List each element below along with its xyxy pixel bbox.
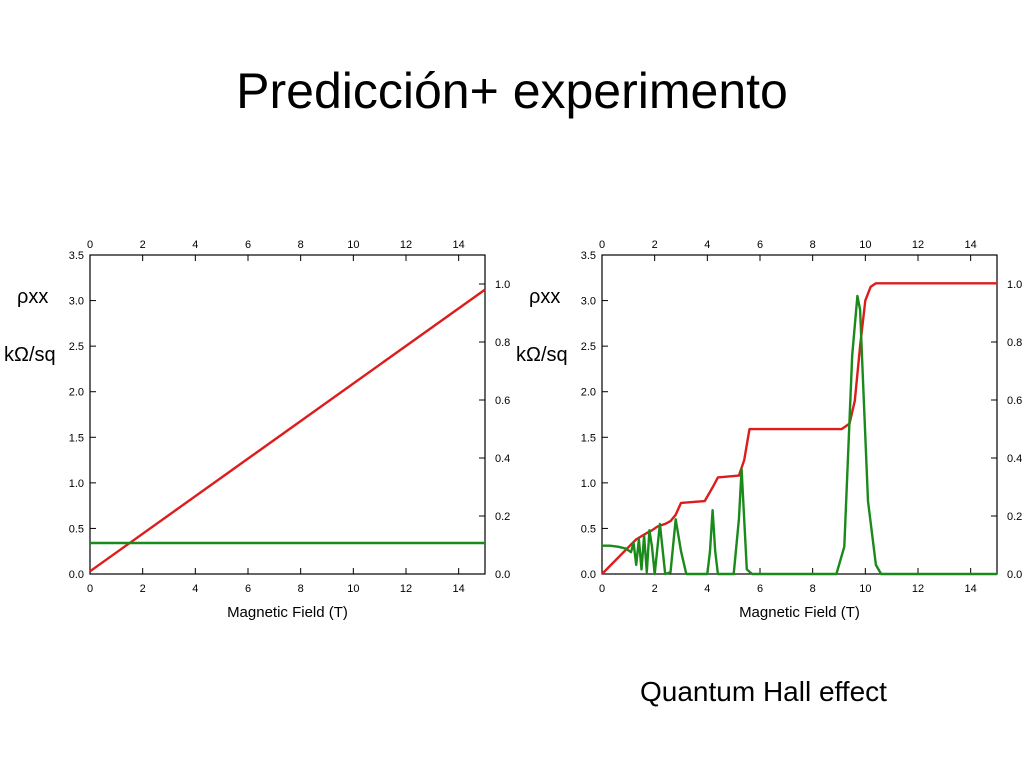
x-axis-label: Magnetic Field (T) <box>227 604 348 621</box>
x-tick-label: 2 <box>140 583 146 595</box>
x-tick-label-top: 12 <box>912 239 924 251</box>
x-tick-label: 14 <box>453 583 465 595</box>
x-tick-label-top: 8 <box>810 239 816 251</box>
x-tick-label: 8 <box>810 583 816 595</box>
y-tick-label: 0.0 <box>69 569 84 581</box>
y2-tick-label: 0.6 <box>1007 395 1022 407</box>
y-tick-label: 0.0 <box>581 569 596 581</box>
y2-tick-label: 0.4 <box>1007 453 1022 465</box>
y-axis-label: ρxx <box>529 286 560 308</box>
x-tick-label: 0 <box>599 583 605 595</box>
y-tick-label: 2.5 <box>581 341 596 353</box>
plot-frame <box>89 254 486 575</box>
x-tick-label-top: 0 <box>599 239 605 251</box>
x-tick-label: 14 <box>965 583 977 595</box>
y2-tick-label: 0.2 <box>495 511 510 523</box>
x-tick-label: 6 <box>757 583 763 595</box>
chart-right: 0 0 2 2 4 4 6 6 8 8 10 10 12 12 14 14 0.0 0.5 1.0 1.5 2.0 2.5… <box>516 239 1022 621</box>
x-tick-label: 10 <box>859 583 871 595</box>
x-tick-label-top: 14 <box>453 239 465 251</box>
x-tick-label-top: 0 <box>87 239 93 251</box>
x-tick-label-top: 10 <box>859 239 871 251</box>
y-tick-label: 1.5 <box>581 432 596 444</box>
x-axis-label: Magnetic Field (T) <box>739 604 860 621</box>
series-line-1 <box>602 294 997 576</box>
y-tick-label: 3.0 <box>581 296 596 308</box>
y2-tick-label: 0.8 <box>495 337 510 349</box>
y2-tick-label: 0.6 <box>495 395 510 407</box>
x-tick-label: 2 <box>652 583 658 595</box>
x-tick-label-top: 14 <box>965 239 977 251</box>
y2-tick-label: 0.8 <box>1007 337 1022 349</box>
caption: Quantum Hall effect <box>640 676 887 707</box>
y2-tick-label: 0.0 <box>1007 569 1022 581</box>
x-tick-label: 12 <box>912 583 924 595</box>
y-axis-label: ρxx <box>17 286 48 308</box>
x-tick-label: 4 <box>704 583 710 595</box>
y2-tick-label: 0.0 <box>495 569 510 581</box>
y-tick-label: 3.0 <box>69 296 84 308</box>
y-tick-label: 2.5 <box>69 341 84 353</box>
y2-tick-label: 0.2 <box>1007 511 1022 523</box>
x-tick-label-top: 12 <box>400 239 412 251</box>
x-tick-label-top: 6 <box>245 239 251 251</box>
x-tick-label-top: 2 <box>652 239 658 251</box>
y-tick-label: 0.5 <box>69 523 84 535</box>
y-tick-label: 2.0 <box>69 387 84 399</box>
x-tick-label: 4 <box>192 583 198 595</box>
y-tick-label: 0.5 <box>581 523 596 535</box>
y-tick-label: 3.5 <box>581 250 596 262</box>
x-tick-label: 10 <box>347 583 359 595</box>
x-tick-label-top: 4 <box>704 239 710 251</box>
y-tick-label: 1.5 <box>69 432 84 444</box>
y-tick-label: 2.0 <box>581 387 596 399</box>
y-axis-unit: kΩ/sq <box>4 344 56 366</box>
x-tick-label: 8 <box>298 583 304 595</box>
y-tick-label: 1.0 <box>581 478 596 490</box>
x-tick-label: 6 <box>245 583 251 595</box>
y-tick-label: 3.5 <box>69 250 84 262</box>
y-tick-label: 1.0 <box>69 478 84 490</box>
x-tick-label: 12 <box>400 583 412 595</box>
y-axis-unit: kΩ/sq <box>516 344 568 366</box>
x-tick-label: 0 <box>87 583 93 595</box>
x-tick-label-top: 8 <box>298 239 304 251</box>
chart-left: 0 0 2 2 4 4 6 6 8 8 10 10 12 12 14 14 0.0 0.5 1.0 1.5 2.0 2.5… <box>4 239 510 621</box>
series-line-0 <box>89 288 486 573</box>
x-tick-label-top: 6 <box>757 239 763 251</box>
y2-tick-label: 1.0 <box>495 279 510 291</box>
slide-title: Predicción+ experimento <box>236 63 788 119</box>
x-tick-label-top: 4 <box>192 239 198 251</box>
y2-tick-label: 0.4 <box>495 453 510 465</box>
y2-tick-label: 1.0 <box>1007 279 1022 291</box>
x-tick-label-top: 10 <box>347 239 359 251</box>
x-tick-label-top: 2 <box>140 239 146 251</box>
